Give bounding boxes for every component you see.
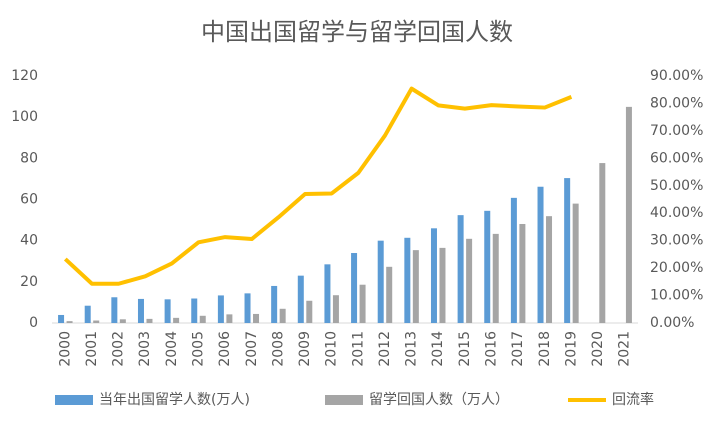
x-tick-label: 2016 [484,331,500,367]
x-tick-label: 2020 [590,331,606,367]
bar [199,315,206,323]
bar [137,298,144,323]
bar [332,295,339,323]
bar [377,240,384,323]
bar [386,266,393,323]
legend-label: 留学回国人数（万人） [369,392,509,408]
x-tick-label: 2021 [617,331,633,367]
bar [564,178,571,323]
x-tick-label: 2015 [457,331,473,367]
y-tick-label: 100 [11,109,38,125]
bar [351,253,358,323]
x-tick-label: 2002 [111,331,127,367]
y-tick-label: 40 [20,233,38,249]
x-tick-label: 2013 [404,331,420,367]
bar [466,238,473,323]
bar [430,228,437,323]
bar [546,216,553,323]
bar [537,186,544,323]
bar [173,317,180,323]
bar [359,284,366,323]
bar [66,321,73,323]
bar [191,298,198,323]
bar [324,264,331,323]
x-tick-label: 2012 [377,331,393,367]
bar [457,215,464,323]
y-tick-label: 60 [20,192,38,208]
y2-tick-label: 40.00% [650,205,703,221]
x-tick-label: 2004 [164,331,180,367]
bar [93,320,100,323]
y2-tick-label: 30.00% [650,233,703,249]
x-tick-label: 2003 [137,331,153,367]
bar [146,318,153,323]
bar [226,314,233,323]
bar [492,233,499,323]
y2-tick-label: 50.00% [650,178,703,194]
x-tick-label: 2007 [244,331,260,367]
x-tick-label: 2008 [270,331,286,367]
y2-tick-label: 90.00% [650,68,703,84]
bar [404,237,411,323]
bar [297,275,304,323]
y-tick-label: 0 [29,315,38,331]
bar [164,299,171,323]
x-tick-label: 2009 [297,331,313,367]
y2-tick-label: 20.00% [650,260,703,276]
x-tick-label: 2001 [84,331,100,367]
y2-tick-label: 0.00% [650,315,694,331]
x-tick-label: 2019 [563,331,579,367]
x-tick-label: 2010 [324,331,340,367]
x-tick-label: 2000 [57,331,73,367]
x-tick-label: 2017 [510,331,526,367]
bar [217,295,224,323]
bar [119,319,126,323]
line [63,86,573,286]
x-tick-label: 2011 [350,331,366,367]
bar [625,106,632,323]
bar [484,210,491,323]
y2-tick-label: 70.00% [650,123,703,139]
bar [84,305,91,323]
legend-swatch [55,395,93,405]
x-tick-label: 2014 [430,331,446,367]
legend-label: 回流率 [612,391,654,408]
x-tick-label: 2005 [191,331,207,367]
bar [244,293,251,323]
bar [253,313,260,323]
bar [572,203,579,323]
bar [271,285,278,323]
y-tick-label: 120 [11,68,38,84]
bar [412,250,419,323]
y2-tick-label: 80.00% [650,95,703,111]
y2-tick-label: 10.00% [650,288,703,304]
bar [111,297,118,323]
bar [58,314,65,323]
legend-label: 当年出国留学人数(万人) [99,392,250,408]
bar [439,247,446,323]
y2-tick-label: 60.00% [650,150,703,166]
legend-swatch [325,395,363,405]
x-tick-label: 2006 [217,331,233,367]
bar [306,300,313,323]
bar [599,163,606,323]
y-tick-label: 20 [20,274,38,290]
bar [279,308,286,323]
y-tick-label: 80 [20,150,38,166]
bar [510,197,517,323]
bar [519,223,526,323]
x-tick-label: 2018 [537,331,553,367]
chart-title: 中国出国留学与留学回国人数 [201,18,513,46]
